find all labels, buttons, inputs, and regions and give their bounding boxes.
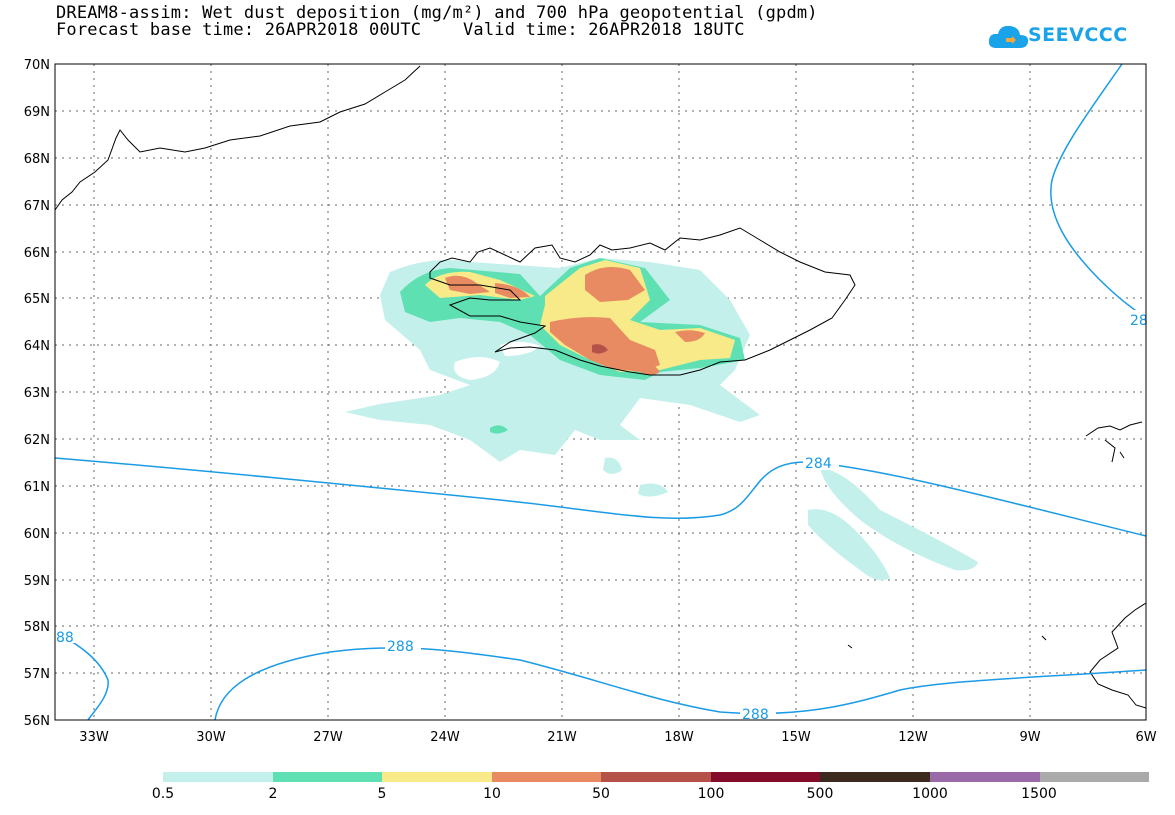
legend-swatch xyxy=(1039,772,1150,782)
dust-0-5-region xyxy=(603,457,622,474)
dust-10-region xyxy=(585,266,645,302)
legend-label: 2 xyxy=(268,786,278,802)
lat-label: 60N xyxy=(24,527,50,542)
map-subtitle: Forecast base time: 26APR2018 00UTC Vali… xyxy=(56,21,745,39)
dust-2-region xyxy=(490,425,508,434)
contour-label-28: 28 xyxy=(1130,313,1148,329)
legend-label: 10 xyxy=(483,786,501,802)
dust-0-5-region xyxy=(638,483,668,497)
lat-label: 65N xyxy=(24,292,50,307)
contour-288 xyxy=(214,647,1147,721)
logo-text: SEEVCCC xyxy=(1028,24,1128,46)
legend-swatch xyxy=(601,772,711,782)
legend-swatch xyxy=(929,772,1040,782)
dust-0-5-region xyxy=(454,357,500,380)
legend-swatch xyxy=(272,772,383,782)
contour-label-288: 288 xyxy=(387,639,414,655)
faroe-coastline xyxy=(1085,421,1143,463)
dust-0-5-region xyxy=(820,468,978,571)
lon-label: 33W xyxy=(79,730,109,745)
contour-88-west xyxy=(54,631,109,721)
contour-label-88: 88 xyxy=(56,630,74,646)
contour-label-288: 288 xyxy=(742,707,769,723)
lat-label: 66N xyxy=(24,246,50,261)
dust-10-region xyxy=(675,330,705,342)
lon-label: 15W xyxy=(781,730,811,745)
dust-10-region xyxy=(640,361,660,375)
lat-label: 69N xyxy=(24,105,50,120)
lon-label: 12W xyxy=(898,730,928,745)
legend-swatch xyxy=(163,772,273,782)
dust-0-5-region xyxy=(808,509,890,581)
lon-label: 18W xyxy=(664,730,694,745)
lon-label: 9W xyxy=(1019,730,1040,745)
contour-28-east xyxy=(1050,63,1147,319)
lat-label: 63N xyxy=(24,386,50,401)
color-legend xyxy=(163,772,1150,782)
coastlines xyxy=(54,65,1147,709)
legend-label: 100 xyxy=(697,786,725,802)
lat-label: 68N xyxy=(24,152,50,167)
lat-label: 70N xyxy=(24,58,50,73)
lat-label: 58N xyxy=(24,620,50,635)
dust-0-5-region xyxy=(500,341,540,356)
valid-time: Valid time: 26APR2018 18UTC xyxy=(462,20,745,40)
legend-label: 0.5 xyxy=(151,786,175,802)
contour-284 xyxy=(54,457,1147,537)
scotland-coastline xyxy=(1089,602,1147,709)
iceland-coastline xyxy=(429,227,856,376)
lon-label: 27W xyxy=(313,730,343,745)
legend-label: 500 xyxy=(806,786,834,802)
dust-10-region xyxy=(550,317,660,372)
latitude-labels: 70N 69N 68N 67N 66N 65N 64N 63N 62N 61N … xyxy=(24,58,50,729)
legend-labels: 0.5 2 5 10 50 100 500 1000 1500 xyxy=(0,786,1175,806)
legend-label: 1000 xyxy=(912,786,948,802)
contour-labels: 284 288 288 88 28 xyxy=(55,310,1148,723)
lon-label: 21W xyxy=(547,730,577,745)
lat-label: 56N xyxy=(24,714,50,729)
lon-label: 24W xyxy=(430,730,460,745)
greenland-coastline xyxy=(54,65,421,211)
lat-label: 67N xyxy=(24,199,50,214)
legend-label: 50 xyxy=(592,786,610,802)
forecast-base-time: Forecast base time: 26APR2018 00UTC xyxy=(56,20,422,40)
map-title: DREAM8-assim: Wet dust deposition (mg/m²… xyxy=(56,3,818,23)
lat-label: 64N xyxy=(24,339,50,354)
dust-deposition-shading xyxy=(345,258,978,581)
legend-swatch xyxy=(382,772,492,782)
legend-swatch xyxy=(820,772,930,782)
dust-50-region xyxy=(592,344,608,354)
seevccc-logo: SEEVCCC xyxy=(988,18,1138,60)
legend-label: 5 xyxy=(377,786,387,802)
lat-label: 62N xyxy=(24,433,50,448)
islands-coastline xyxy=(847,635,1047,649)
dust-10-region xyxy=(495,283,530,298)
geopotential-contours xyxy=(54,63,1147,721)
map-plot: 284 288 288 88 28 70N 69N 68N 67N 66N 65… xyxy=(24,58,1157,745)
lon-label: 30W xyxy=(196,730,226,745)
longitude-labels: 33W 30W 27W 24W 21W 18W 15W 12W 9W 6W xyxy=(79,730,1156,745)
lat-label: 61N xyxy=(24,480,50,495)
legend-swatch xyxy=(491,772,602,782)
legend-swatch xyxy=(710,772,821,782)
gridlines xyxy=(55,64,1146,720)
cloud-icon xyxy=(988,25,1029,48)
legend-label: 1500 xyxy=(1021,786,1057,802)
lon-label: 6W xyxy=(1135,730,1156,745)
lat-label: 59N xyxy=(24,574,50,589)
contour-label-284: 284 xyxy=(805,456,832,472)
lat-label: 57N xyxy=(24,667,50,682)
